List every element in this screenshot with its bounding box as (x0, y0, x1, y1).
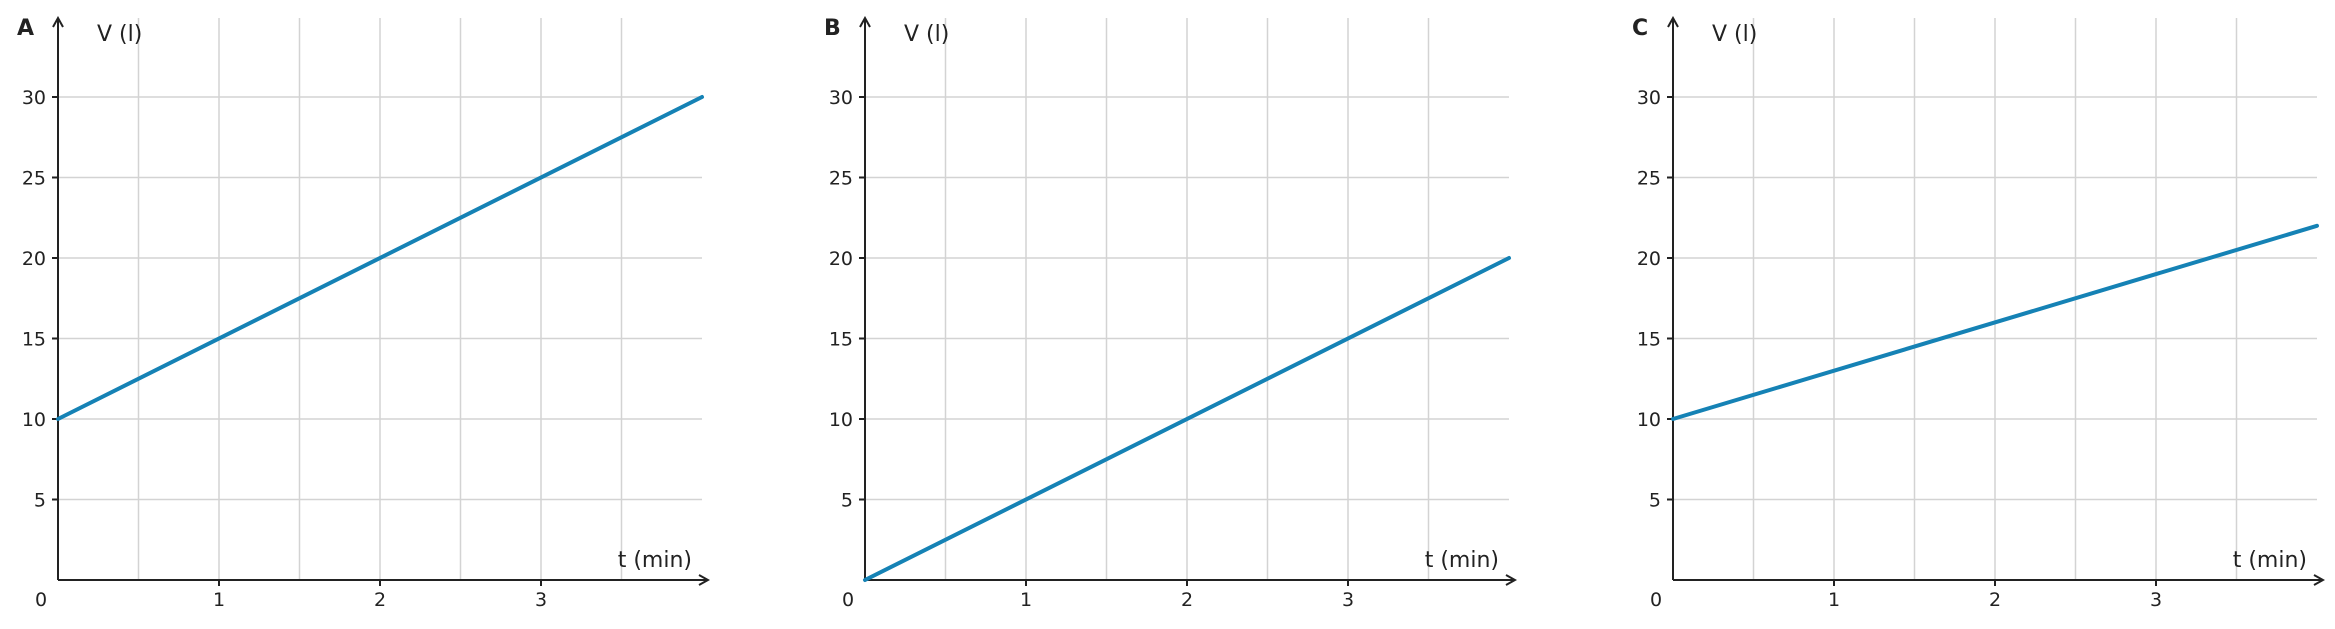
y-tick-label: 20 (22, 248, 46, 270)
x-axis-label: t (min) (1425, 548, 1499, 573)
series-line (56, 95, 704, 421)
y-tick-label: 20 (1637, 248, 1661, 270)
y-tick-label: 5 (34, 490, 46, 512)
x-tick-label: 1 (213, 589, 225, 611)
y-tick-label: 5 (841, 490, 853, 512)
y-tick-label: 25 (1637, 168, 1661, 190)
origin-label: 0 (1650, 589, 1662, 611)
y-axis-label: V (l) (97, 22, 142, 47)
y-axis-label: V (l) (904, 22, 949, 47)
series-line (863, 256, 1511, 582)
origin-label: 0 (842, 589, 854, 611)
y-tick-label: 10 (829, 409, 853, 431)
series-line (1671, 223, 2319, 421)
x-tick-label: 3 (535, 589, 547, 611)
panel-label: C (1632, 16, 1648, 41)
x-axis-label: t (min) (2233, 548, 2307, 573)
y-tick-label: 25 (829, 168, 853, 190)
y-tick-label: 30 (1637, 87, 1661, 109)
x-tick-label: 1 (1020, 589, 1032, 611)
x-tick-label: 2 (1181, 589, 1193, 611)
y-tick-label: 30 (829, 87, 853, 109)
x-tick-label: 2 (1989, 589, 2001, 611)
y-tick-label: 20 (829, 248, 853, 270)
x-tick-label: 3 (2150, 589, 2162, 611)
y-tick-label: 10 (22, 409, 46, 431)
y-axis-label: V (l) (1712, 22, 1757, 47)
y-tick-label: 15 (22, 329, 46, 351)
y-tick-label: 25 (22, 168, 46, 190)
gridlines (865, 18, 1509, 580)
y-tick-label: 10 (1637, 409, 1661, 431)
origin-label: 0 (35, 589, 47, 611)
y-tick-label: 5 (1649, 490, 1661, 512)
gridlines (1673, 18, 2317, 580)
y-tick-label: 15 (1637, 329, 1661, 351)
x-tick-label: 3 (1342, 589, 1354, 611)
panel-label: B (824, 16, 841, 41)
gridlines (58, 18, 702, 580)
y-tick-label: 30 (22, 87, 46, 109)
x-axis-label: t (min) (618, 548, 692, 573)
panel-label: A (17, 16, 34, 41)
y-tick-label: 15 (829, 329, 853, 351)
x-tick-label: 1 (1828, 589, 1840, 611)
x-tick-label: 2 (374, 589, 386, 611)
